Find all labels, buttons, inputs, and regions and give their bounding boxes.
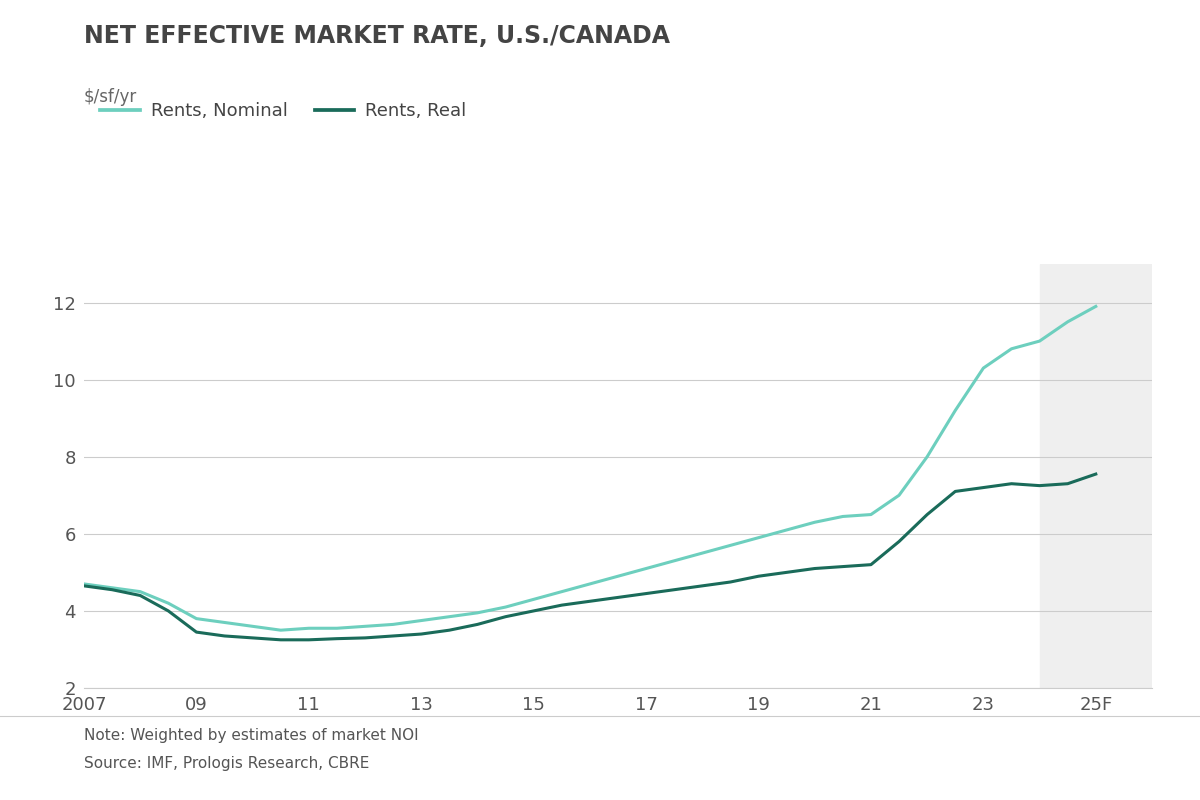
Text: Source: IMF, Prologis Research, CBRE: Source: IMF, Prologis Research, CBRE bbox=[84, 756, 370, 771]
Text: Note: Weighted by estimates of market NOI: Note: Weighted by estimates of market NO… bbox=[84, 728, 419, 743]
Legend: Rents, Nominal, Rents, Real: Rents, Nominal, Rents, Real bbox=[94, 95, 474, 127]
Text: NET EFFECTIVE MARKET RATE, U.S./CANADA: NET EFFECTIVE MARKET RATE, U.S./CANADA bbox=[84, 24, 670, 48]
Bar bbox=[1039, 264, 1152, 688]
Text: $/sf/yr: $/sf/yr bbox=[84, 88, 137, 106]
